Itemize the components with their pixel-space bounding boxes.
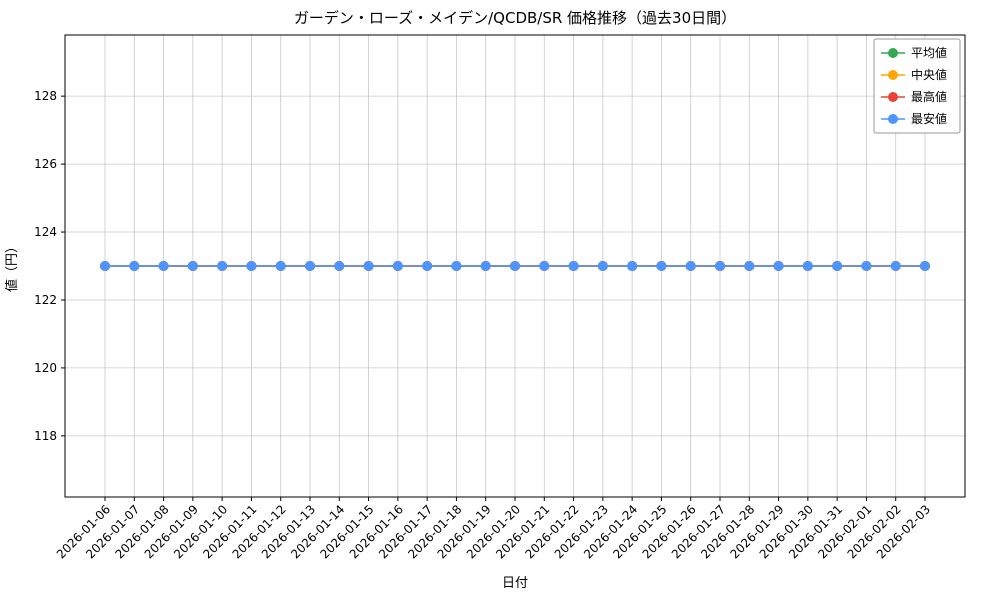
data-point [920, 261, 930, 271]
legend-marker-dot [888, 114, 898, 124]
y-axis-ticks: 118 120 122 124 126 128 [34, 89, 65, 443]
data-point [334, 261, 345, 271]
data-point [246, 261, 257, 271]
series-3 [100, 261, 930, 271]
legend-marker-dot [888, 48, 898, 58]
data-point [744, 261, 755, 271]
data-point [422, 261, 433, 271]
legend-label: 中央値 [911, 67, 947, 82]
data-point [275, 261, 286, 271]
data-point [363, 261, 374, 271]
data-point [802, 261, 813, 271]
plot-area: 2026-01-062026-01-072026-01-082026-01-09… [34, 34, 966, 561]
legend-label: 平均値 [911, 45, 947, 60]
data-point [510, 261, 520, 271]
data-point [392, 261, 403, 271]
data-point [832, 261, 843, 271]
data-point [158, 261, 169, 271]
legend-marker-dot [888, 92, 898, 102]
data-point [861, 261, 872, 271]
x-axis-label: 日付 [502, 576, 528, 591]
x-axis-ticks: 2026-01-062026-01-072026-01-082026-01-09… [54, 497, 933, 561]
y-tick-label: 126 [34, 157, 57, 171]
data-point [451, 261, 462, 271]
data-point [217, 261, 228, 271]
y-tick-label: 122 [34, 293, 57, 307]
data-point [715, 261, 725, 271]
chart-title: ガーデン・ローズ・メイデン/QCDB/SR 価格推移（過去30日間） [294, 9, 736, 27]
data-point [597, 261, 608, 271]
y-tick-label: 124 [34, 225, 57, 239]
y-tick-label: 128 [34, 89, 57, 103]
legend-label: 最高値 [911, 89, 947, 104]
data-point [480, 261, 491, 271]
data-point [187, 261, 198, 271]
data-point [890, 261, 901, 271]
data-point [627, 261, 638, 271]
data-point [100, 261, 110, 271]
legend-marker-dot [888, 70, 898, 80]
y-axis-label: 値（円） [4, 240, 20, 292]
data-point [539, 261, 550, 271]
data-point [129, 261, 140, 271]
data-point [656, 261, 667, 271]
legend-label: 最安値 [911, 111, 947, 126]
y-tick-label: 120 [34, 361, 57, 375]
data-point [568, 261, 579, 271]
data-point [305, 261, 315, 271]
data-point [685, 261, 696, 271]
legend-box [873, 38, 961, 134]
data-point [773, 261, 784, 271]
y-tick-label: 118 [34, 429, 57, 443]
